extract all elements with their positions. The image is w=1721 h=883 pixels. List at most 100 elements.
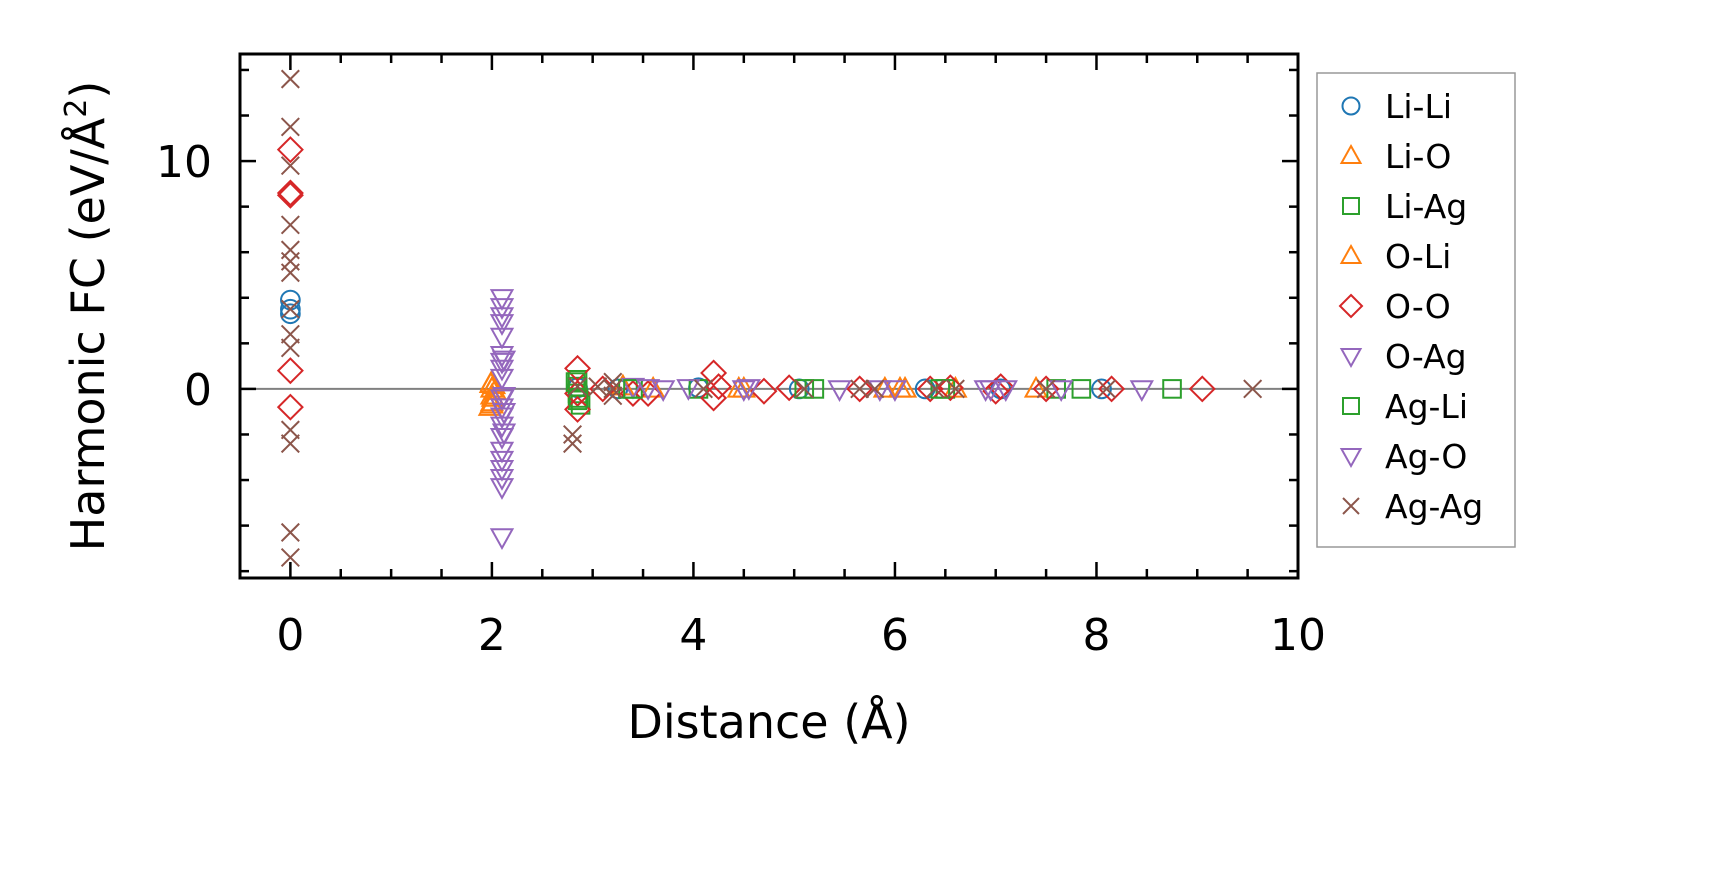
legend-marker-li-ag (1342, 197, 1360, 215)
y-axis-label-close: ) (61, 81, 115, 99)
x-tick-label: 10 (1270, 610, 1326, 661)
data-point-o-o (276, 393, 304, 421)
data-point-o-ag (489, 478, 515, 500)
data-point-ag-ag (563, 434, 583, 454)
data-point-o-o (1188, 375, 1216, 403)
series-ag-li (565, 372, 951, 408)
data-point-o-o (987, 373, 1015, 401)
data-point-o-o (700, 384, 728, 412)
data-point-ag-ag (280, 156, 300, 176)
legend-box (1316, 72, 1516, 548)
data-point-o-o (276, 179, 304, 207)
data-point-ag-ag (850, 379, 870, 399)
x-tick-label: 8 (1082, 610, 1110, 661)
y-axis-label-superscript: 2 (59, 99, 94, 118)
data-point-ag-ag (280, 117, 300, 137)
data-point-o-ag (882, 380, 908, 402)
data-point-ag-o (491, 350, 517, 373)
data-point-ag-ag (280, 324, 300, 344)
data-point-o-li (887, 375, 913, 398)
data-point-o-o (775, 374, 803, 402)
data-point-ag-o (736, 379, 762, 401)
data-point-ag-ag (693, 379, 714, 399)
x-tick-label: 4 (679, 610, 707, 661)
data-point-ag-li (930, 379, 951, 399)
legend-label-o-ag: O-Ag (1385, 337, 1467, 376)
data-point-ag-ag (280, 69, 300, 89)
data-point-li-ag (1071, 379, 1092, 399)
data-point-ag-ag (588, 377, 608, 397)
legend-marker-o-o (1338, 293, 1364, 319)
axis-ticks (238, 54, 1300, 578)
legend-label-li-o: Li-O (1385, 137, 1451, 176)
legend-marker-ag-ag (1342, 497, 1360, 515)
data-point-o-ag (651, 380, 676, 402)
legend-label-o-li: O-Li (1385, 237, 1451, 276)
data-point-ag-li (794, 379, 815, 399)
legend-marker-li-o (1339, 143, 1363, 164)
series-li-o (477, 369, 1049, 416)
data-point-ag-ag (280, 338, 300, 358)
data-point-ag-ag (563, 424, 583, 444)
data-point-o-o (276, 357, 304, 385)
data-point-o-ag (827, 380, 852, 402)
data-point-li-o (640, 375, 666, 398)
data-point-o-o (634, 379, 662, 407)
data-point-o-ag (489, 314, 515, 336)
data-point-ag-ag (925, 379, 945, 399)
data-point-o-ag (1129, 380, 1154, 402)
series-ag-o (491, 350, 1003, 446)
data-point-o-li (726, 375, 751, 398)
data-point-ag-ag (1243, 379, 1263, 399)
data-point-ag-ag (280, 522, 300, 542)
x-tick-label: 2 (478, 610, 506, 661)
y-axis-label: Harmonic FC (eV/Å2) (59, 81, 115, 552)
data-point-ag-li (568, 388, 589, 408)
x-tick-label: 6 (881, 610, 909, 661)
data-point-o-ag (489, 528, 515, 551)
data-points (276, 69, 1263, 568)
data-point-o-ag (620, 377, 646, 400)
data-point-o-ag (676, 379, 701, 401)
legend: Li-Li Li-O Li-Ag O-Li O-O O-Ag Ag-Li Ag-O Ag-Ag (1316, 72, 1516, 548)
data-point-ag-ag (1036, 379, 1056, 399)
data-point-ag-ag (603, 386, 623, 406)
data-point-ag-o (867, 380, 892, 402)
data-point-ag-ag (603, 372, 623, 392)
data-point-ag-o (491, 423, 517, 446)
legend-label-ag-ag: Ag-Ag (1385, 487, 1483, 526)
tick-labels: 0 2 4 6 8 10 0 10 (156, 137, 1326, 661)
data-point-ag-li (565, 372, 586, 392)
data-point-ag-ag (945, 379, 965, 399)
data-point-ag-ag (1097, 379, 1117, 399)
data-point-o-o (276, 181, 304, 209)
data-point-ag-ag (865, 379, 885, 399)
series-ag-ag (280, 69, 1263, 568)
data-point-ag-ag (280, 215, 300, 235)
x-tick-label: 0 (276, 610, 304, 661)
legend-label-o-o: O-O (1385, 287, 1451, 326)
data-point-ag-ag (568, 377, 588, 397)
plot-area-frame (238, 52, 1300, 580)
data-point-li-ag (570, 395, 591, 415)
data-point-li-li (280, 298, 301, 320)
legend-label-ag-li: Ag-Li (1385, 387, 1468, 426)
series-o-ag (489, 289, 1154, 551)
data-point-ag-o (978, 380, 1003, 402)
data-point-o-ag (731, 380, 756, 402)
data-point-o-o (936, 374, 964, 402)
legend-marker-li-li (1341, 96, 1361, 116)
data-point-o-o (276, 136, 304, 164)
data-point-o-o (750, 377, 778, 405)
legend-label-ag-o: Ag-O (1385, 437, 1467, 476)
data-point-o-ag (489, 368, 515, 391)
data-point-li-li (280, 303, 301, 325)
data-point-li-o (872, 375, 898, 398)
y-tick-label: 0 (184, 365, 212, 416)
data-point-ag-ag (280, 420, 300, 440)
legend-marker-ag-li (1342, 397, 1360, 415)
y-tick-label: 10 (156, 137, 212, 188)
data-point-ag-ag (794, 379, 814, 399)
series-o-o (276, 136, 1216, 423)
